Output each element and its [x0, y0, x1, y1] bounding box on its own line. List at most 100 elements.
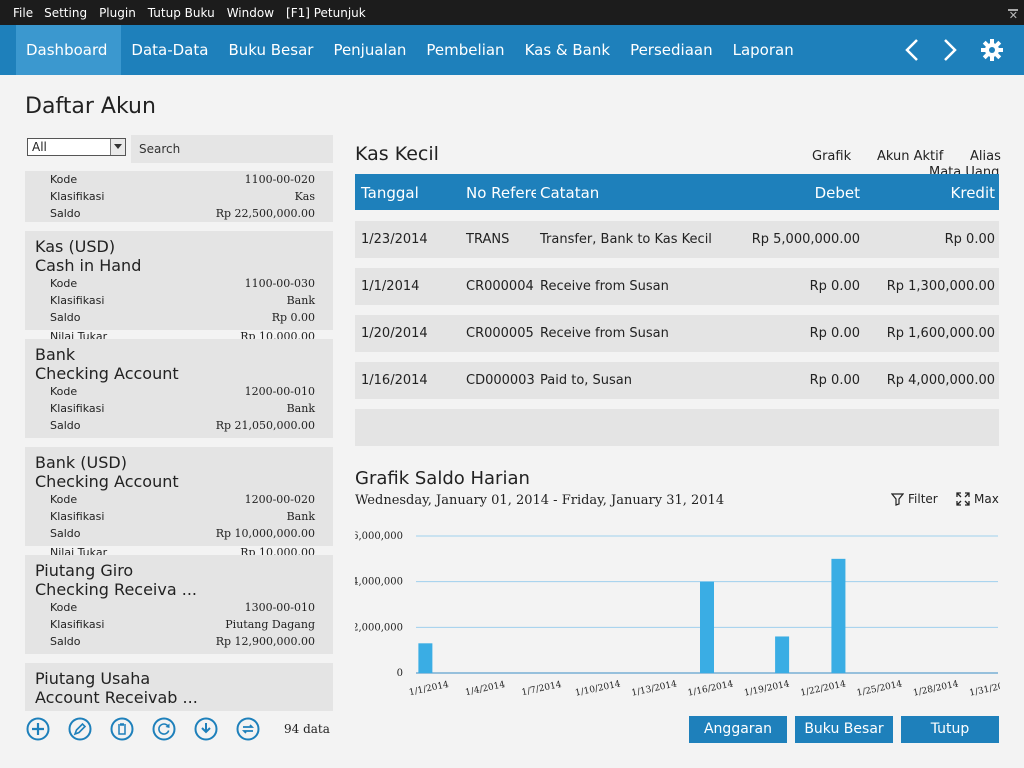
cell-tanggal: 1/23/2014: [361, 232, 428, 247]
klasifikasi-value: Piutang Dagang: [225, 618, 315, 631]
back-arrow-icon[interactable]: [904, 38, 920, 62]
max-label: Max: [974, 492, 999, 506]
chart-bar[interactable]: [775, 636, 790, 673]
gear-icon[interactable]: [980, 38, 1004, 62]
cell-debet: Rp 0.00: [809, 373, 860, 388]
klasifikasi-value: Bank: [286, 510, 315, 523]
klasifikasi-label: Klasifikasi: [50, 294, 105, 307]
account-subname: Checking Account: [35, 364, 179, 383]
col-kredit[interactable]: Kredit: [950, 184, 995, 202]
kode-value: 1200-00-010: [244, 385, 315, 398]
dropdown-arrow-icon[interactable]: [110, 139, 125, 155]
saldo-label: Saldo: [50, 311, 81, 324]
refresh-icon[interactable]: [152, 716, 194, 742]
mata-uang-link[interactable]: Mata Uang: [929, 166, 1000, 174]
menu-help[interactable]: [F1] Petunjuk: [286, 5, 366, 20]
chart-bar[interactable]: [418, 643, 433, 673]
saldo-value: Rp 10,000,000.00: [215, 527, 315, 540]
chart-max-button[interactable]: Max: [956, 492, 999, 506]
main-nav: Dashboard Data-Data Buku Besar Penjualan…: [0, 25, 1024, 75]
klasifikasi-value: Bank: [286, 294, 315, 307]
chart-bar[interactable]: [700, 581, 714, 673]
cell-catatan: Receive from Susan: [540, 326, 669, 341]
account-name: Bank: [35, 345, 76, 364]
x-tick-label: 1/19/2014: [743, 679, 790, 698]
x-tick-label: 1/28/2014: [912, 679, 959, 698]
chart-bar[interactable]: [831, 558, 846, 673]
table-row[interactable]: 1/1/2014 CR000004 Receive from Susan Rp …: [355, 268, 999, 305]
alias-link[interactable]: Alias: [970, 149, 1001, 164]
table-row-empty[interactable]: [355, 409, 999, 446]
chart-filter-button[interactable]: Filter: [891, 492, 938, 506]
search-input[interactable]: Search: [131, 135, 333, 163]
saldo-value: Rp 0.00: [271, 311, 315, 324]
tab-data-data[interactable]: Data-Data: [131, 41, 209, 59]
menu-window[interactable]: Window: [226, 5, 275, 20]
x-tick-label: 1/13/2014: [631, 679, 678, 698]
maximize-icon: [956, 492, 970, 506]
col-catatan[interactable]: Catatan: [540, 184, 600, 202]
kode-value: 1100-00-030: [244, 277, 315, 290]
account-filter-select[interactable]: All: [27, 138, 126, 156]
x-tick-label: 1/1/2014: [408, 680, 450, 698]
x-tick-label: 1/31/2014: [969, 679, 1000, 698]
download-icon[interactable]: [194, 716, 236, 742]
account-card[interactable]: Kode 1100-00-020 Klasifikasi Kas Saldo Rp 2…: [25, 171, 333, 222]
x-tick-label: 1/4/2014: [464, 680, 506, 698]
edit-icon[interactable]: [68, 716, 110, 742]
tab-pembelian[interactable]: Pembelian: [426, 41, 505, 59]
account-subname: Checking Receiva ...: [35, 580, 197, 599]
chart-bars: [418, 558, 846, 673]
account-name: Kas (USD): [35, 237, 116, 256]
add-icon[interactable]: [26, 716, 68, 742]
account-card[interactable]: Piutang Giro Checking Receiva ... Kode 13…: [25, 555, 333, 654]
minimize-icon[interactable]: [1008, 9, 1018, 11]
anggaran-button[interactable]: Anggaran: [689, 716, 787, 743]
x-axis-ticks: 1/1/2014 1/4/2014 1/7/2014 1/10/2014 1/13/20…: [408, 679, 1000, 698]
tab-buku-besar[interactable]: Buku Besar: [228, 41, 314, 59]
col-no-referensi[interactable]: No Refere: [466, 184, 536, 202]
account-card[interactable]: Kas (USD) Cash in Hand Kode 1100-00-030 K…: [25, 231, 333, 330]
cell-ref: CD000003: [466, 373, 535, 388]
kode-label: Kode: [50, 493, 78, 506]
table-row[interactable]: 1/16/2014 CD000003 Paid to, Susan Rp 0.0…: [355, 362, 999, 399]
klasifikasi-value: Kas: [294, 190, 315, 203]
tab-dashboard[interactable]: Dashboard: [16, 25, 122, 75]
transaction-table-header: Tanggal No Refere Catatan Debet Kredit: [355, 174, 999, 210]
table-row[interactable]: 1/20/2014 CR000005 Receive from Susan Rp…: [355, 315, 999, 352]
close-icon[interactable]: ✕: [1008, 9, 1018, 22]
tab-kas-bank[interactable]: Kas & Bank: [524, 41, 611, 59]
account-list[interactable]: Kode 1100-00-020 Klasifikasi Kas Saldo Rp 2…: [25, 171, 333, 711]
y-tick-label: 0: [397, 668, 403, 679]
tab-penjualan[interactable]: Penjualan: [333, 41, 407, 59]
forward-arrow-icon[interactable]: [942, 38, 958, 62]
tab-persediaan[interactable]: Persediaan: [630, 41, 713, 59]
account-card[interactable]: Piutang Usaha Account Receivab ...: [25, 663, 333, 711]
table-row[interactable]: 1/23/2014 TRANS Transfer, Bank to Kas Ke…: [355, 221, 999, 258]
buku-besar-button[interactable]: Buku Besar: [795, 716, 893, 743]
delete-icon[interactable]: [110, 716, 152, 742]
menu-tutup-buku[interactable]: Tutup Buku: [147, 5, 215, 20]
cell-catatan: Transfer, Bank to Kas Kecil: [540, 232, 712, 247]
data-count: 94 data: [284, 722, 330, 736]
menu-setting[interactable]: Setting: [44, 5, 88, 20]
tab-laporan[interactable]: Laporan: [732, 41, 794, 59]
cell-catatan: Paid to, Susan: [540, 373, 633, 388]
account-card[interactable]: Bank Checking Account Kode 1200-00-010 Kl…: [25, 339, 333, 438]
menu-file[interactable]: File: [13, 5, 34, 20]
cell-debet: Rp 5,000,000.00: [751, 232, 860, 247]
saldo-value: Rp 12,900,000.00: [215, 635, 315, 648]
account-subname: Cash in Hand: [35, 256, 142, 275]
menu-plugin[interactable]: Plugin: [99, 5, 136, 20]
col-tanggal[interactable]: Tanggal: [361, 184, 419, 202]
cell-ref: TRANS: [466, 232, 510, 247]
kode-value: 1200-00-020: [244, 493, 315, 506]
grafik-link[interactable]: Grafik: [812, 149, 852, 164]
klasifikasi-label: Klasifikasi: [50, 402, 105, 415]
sync-icon[interactable]: [236, 716, 278, 742]
tutup-button[interactable]: Tutup: [901, 716, 999, 743]
akun-aktif-link[interactable]: Akun Aktif: [877, 149, 944, 164]
account-card[interactable]: Bank (USD) Checking Account Kode 1200-00-…: [25, 447, 333, 546]
col-debet[interactable]: Debet: [814, 184, 860, 202]
cell-kredit: Rp 4,000,000.00: [886, 373, 995, 388]
